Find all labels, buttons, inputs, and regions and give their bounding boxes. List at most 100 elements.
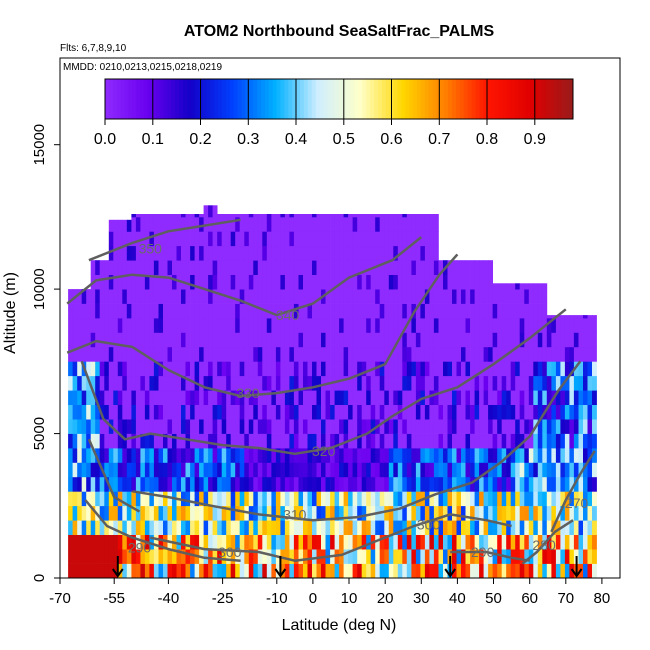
heatmap-cell — [560, 491, 566, 507]
heatmap-cell — [524, 303, 530, 319]
heatmap-cell — [226, 520, 232, 535]
heatmap-cell — [221, 549, 227, 564]
heatmap-cell — [452, 491, 457, 507]
heatmap-cell — [542, 283, 548, 290]
heatmap-cell — [262, 491, 268, 507]
heatmap-cell — [573, 390, 579, 405]
heatmap-cell — [235, 404, 241, 420]
heatmap-cell — [348, 245, 353, 261]
heatmap-cell — [321, 476, 326, 492]
heatmap-cell — [99, 448, 105, 463]
heatmap-cell — [284, 346, 290, 362]
heatmap-cell — [271, 505, 277, 521]
heatmap-cell — [339, 231, 344, 247]
heatmap-cell — [284, 404, 290, 420]
heatmap-cell — [384, 476, 390, 492]
heatmap-cell — [397, 448, 403, 463]
heatmap-cell — [411, 448, 417, 463]
colorbar-segment — [202, 79, 207, 119]
heatmap-cell — [424, 505, 430, 521]
heatmap-cell — [244, 245, 250, 261]
colorbar-segment — [163, 79, 168, 119]
heatmap-cell — [429, 448, 435, 463]
heatmap-cell — [298, 245, 304, 261]
heatmap-cell — [546, 505, 552, 521]
heatmap-cell — [289, 534, 295, 550]
heatmap-cell — [140, 214, 146, 218]
heatmap-cell — [492, 318, 498, 333]
heatmap-cell — [366, 260, 372, 275]
heatmap-cell — [375, 476, 381, 492]
heatmap-cell — [402, 448, 408, 463]
heatmap-cell — [402, 346, 408, 362]
colorbar-segment — [292, 79, 297, 119]
heatmap-cell — [113, 289, 119, 304]
heatmap-cell — [284, 289, 290, 304]
heatmap-cell — [325, 289, 331, 304]
heatmap-cell — [438, 346, 444, 362]
heatmap-cell — [284, 216, 290, 232]
heatmap-cell — [528, 476, 534, 492]
heatmap-cell — [370, 491, 376, 507]
heatmap-cell — [524, 549, 530, 564]
heatmap-cell — [185, 462, 191, 478]
heatmap-cell — [501, 390, 507, 405]
heatmap-cell — [551, 375, 557, 391]
heatmap-cell — [253, 390, 259, 405]
heatmap-cell — [235, 505, 241, 521]
heatmap-cell — [560, 390, 566, 405]
heatmap-cell — [293, 563, 299, 579]
heatmap-cell — [185, 520, 191, 535]
heatmap-cell — [289, 361, 295, 377]
heatmap-cell — [366, 491, 372, 507]
heatmap-cell — [348, 214, 353, 218]
heatmap-cell — [438, 375, 444, 391]
heatmap-cell — [235, 318, 241, 333]
colorbar-segment — [206, 79, 211, 119]
heatmap-cell — [379, 390, 385, 405]
heatmap-cell — [424, 332, 430, 348]
heatmap-cell — [117, 260, 123, 275]
heatmap-cell — [158, 433, 164, 449]
heatmap-cell — [81, 303, 87, 319]
heatmap-cell — [72, 419, 78, 434]
colorbar-segment — [116, 79, 122, 119]
heatmap-cell — [149, 534, 155, 550]
heatmap-cell — [411, 476, 417, 492]
heatmap-cell — [361, 549, 367, 564]
heatmap-cell — [221, 245, 227, 261]
heatmap-cell — [185, 289, 191, 304]
heatmap-cell — [564, 318, 570, 333]
heatmap-cell — [506, 505, 512, 521]
heatmap-cell — [108, 404, 114, 420]
heatmap-cell — [289, 231, 295, 247]
heatmap-cell — [208, 260, 213, 275]
contour-label: 300 — [417, 517, 441, 533]
heatmap-cell — [569, 404, 575, 420]
heatmap-cell — [163, 505, 168, 521]
heatmap-cell — [524, 346, 530, 362]
heatmap-cell — [357, 231, 363, 247]
heatmap-cell — [470, 462, 475, 478]
heatmap-cell — [402, 505, 408, 521]
heatmap-cell — [573, 520, 579, 535]
heatmap-cell — [429, 433, 435, 449]
colorbar-tick-label: 0.9 — [524, 131, 546, 148]
heatmap-cell — [420, 563, 426, 579]
heatmap-cell — [402, 419, 408, 434]
heatmap-cell — [194, 260, 200, 275]
heatmap-cell — [293, 491, 299, 507]
heatmap-cell — [393, 534, 399, 550]
heatmap-cell — [375, 274, 381, 290]
heatmap-cell — [415, 491, 421, 507]
heatmap-cell — [497, 375, 503, 391]
heatmap-cell — [492, 433, 498, 449]
heatmap-cell — [537, 534, 543, 550]
heatmap-cell — [415, 505, 421, 521]
heatmap-cell — [406, 534, 412, 550]
heatmap-cell — [158, 361, 164, 377]
heatmap-cell — [343, 361, 349, 377]
heatmap-cell — [465, 332, 471, 348]
heatmap-cell — [583, 433, 588, 449]
heatmap-cell — [181, 346, 186, 362]
